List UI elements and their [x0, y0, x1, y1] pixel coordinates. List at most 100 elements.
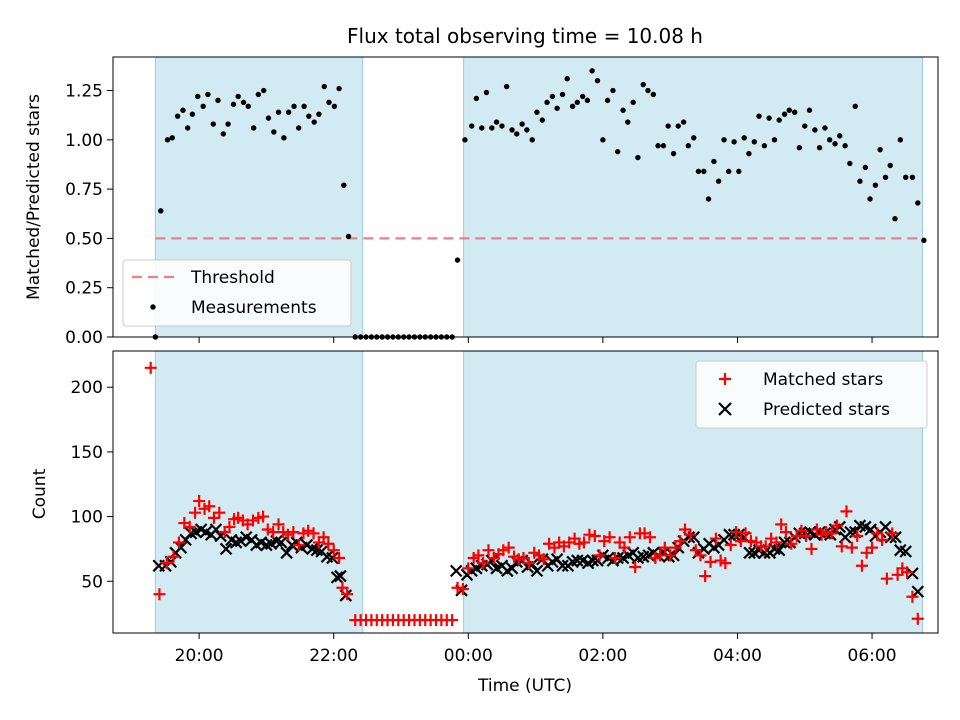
matched-star-point	[820, 526, 833, 539]
measurement-point	[462, 137, 468, 143]
matched-star-point	[643, 531, 656, 544]
measurement-point	[493, 119, 500, 125]
measurement-point	[230, 101, 237, 108]
measurement-point	[594, 77, 601, 84]
matched-star-point	[153, 588, 166, 601]
legend-measurements-swatch	[150, 304, 156, 310]
predicted-star-point	[586, 554, 600, 567]
matched-star-point	[901, 566, 914, 579]
top-x-ticks	[198, 337, 873, 343]
x-tick-label: 06:00	[848, 646, 897, 666]
matched-star-point	[739, 527, 752, 540]
measurement-point	[746, 150, 752, 157]
matched-star-point	[805, 542, 818, 555]
measurement-point	[245, 103, 251, 109]
measurement-point	[189, 111, 196, 117]
matched-star-point	[775, 518, 788, 531]
predicted-star-point	[906, 567, 919, 580]
measurement-point	[892, 215, 898, 222]
measurement-point	[705, 196, 712, 202]
matched-star-point	[583, 528, 596, 541]
matched-star-point	[699, 570, 712, 583]
matched-star-point	[886, 527, 899, 540]
measurement-point	[902, 174, 909, 180]
y-tick-label: 0.25	[65, 279, 103, 299]
measurement-point	[600, 137, 606, 143]
predicted-star-point	[571, 554, 584, 567]
matched-star-point	[497, 544, 510, 557]
matched-star-point	[730, 526, 743, 539]
matched-star-point	[588, 529, 601, 542]
y-tick-label: 0.75	[65, 180, 103, 200]
predicted-star-point	[530, 564, 544, 578]
measurement-point	[630, 99, 636, 106]
bottom-legend: Matched stars Predicted stars	[695, 360, 928, 429]
y-tick-label: 1.00	[65, 131, 103, 151]
matched-star-point	[160, 557, 173, 570]
y-tick-label: 1.25	[65, 82, 103, 102]
measurement-point	[519, 121, 525, 127]
measurement-point	[240, 99, 247, 106]
matched-star-point	[759, 540, 772, 553]
measurement-point	[882, 174, 889, 180]
matched-star-point	[203, 500, 216, 513]
measurement-point	[285, 109, 292, 115]
x-axis-label: Time (UTC)	[477, 676, 572, 696]
measurement-point	[316, 111, 322, 117]
measurement-point	[857, 178, 863, 184]
y-tick-label: 0.00	[65, 328, 103, 348]
matched-star-point	[825, 527, 838, 540]
measurement-point	[524, 127, 530, 133]
measurement-point	[489, 125, 495, 131]
predicted-star-point	[778, 536, 791, 549]
matched-star-point	[172, 536, 185, 549]
shaded-interval	[154, 350, 364, 634]
matched-star-point	[906, 590, 919, 603]
matched-star-point	[246, 514, 259, 527]
measurement-point	[604, 97, 611, 104]
measurement-point	[867, 196, 873, 202]
matched-star-point	[840, 505, 853, 518]
matched-star-point	[669, 541, 682, 554]
measurement-point	[921, 237, 927, 244]
matched-star-point	[658, 541, 671, 554]
legend-matched-swatch	[719, 373, 731, 385]
measurement-point	[271, 129, 277, 135]
measurement-point	[180, 107, 186, 113]
predicted-star-point	[899, 545, 912, 558]
measurement-point	[200, 103, 206, 109]
measurement-point	[806, 107, 813, 113]
measurement-point	[761, 143, 768, 149]
measurement-point	[610, 87, 616, 94]
matched-star-point	[603, 531, 616, 544]
measurement-point	[842, 143, 848, 149]
measurement-point	[625, 119, 631, 125]
predicted-star-point	[280, 546, 293, 560]
matched-star-point	[578, 536, 591, 549]
measurement-point	[210, 121, 216, 127]
measurement-point	[675, 123, 681, 129]
matched-star-point	[855, 559, 868, 572]
predicted-star-point	[879, 520, 892, 534]
matched-star-point	[880, 572, 893, 585]
measurement-point	[579, 93, 586, 100]
y-tick-label: 150	[71, 443, 103, 463]
measurement-point	[852, 103, 858, 109]
matched-star-point	[292, 539, 305, 552]
legend-measurements-label: Measurements	[191, 298, 317, 318]
measurement-point	[554, 105, 560, 111]
matched-star-point	[327, 544, 340, 557]
measurement-point	[574, 99, 581, 106]
legend-predicted-swatch	[718, 402, 732, 416]
matched-star-point	[502, 541, 515, 554]
matched-star-point	[517, 551, 530, 564]
measurement-point	[235, 93, 241, 100]
measurement-point	[479, 125, 485, 131]
matched-star-point	[654, 549, 667, 562]
matched-star-point	[629, 561, 642, 574]
measurement-point	[665, 123, 671, 129]
measurement-point	[711, 158, 717, 165]
measurement-point	[220, 131, 227, 137]
measurement-point	[802, 123, 808, 129]
measurement-point	[336, 85, 342, 92]
